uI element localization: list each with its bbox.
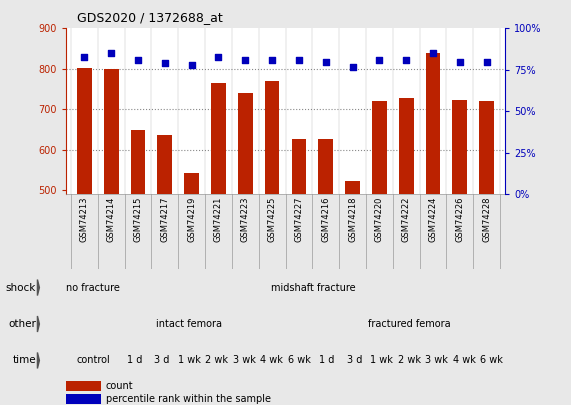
- Text: 3 wk: 3 wk: [233, 356, 256, 365]
- Point: [294, 57, 303, 63]
- Text: 2 wk: 2 wk: [397, 356, 421, 365]
- Text: 3 wk: 3 wk: [425, 356, 448, 365]
- Text: GSM74227: GSM74227: [295, 197, 303, 242]
- Bar: [452, 100, 467, 194]
- Text: 6 wk: 6 wk: [480, 356, 503, 365]
- Text: other: other: [8, 319, 36, 329]
- Polygon shape: [38, 352, 39, 369]
- Text: 1 wk: 1 wk: [370, 356, 393, 365]
- Point: [348, 63, 357, 70]
- Text: time: time: [13, 356, 36, 365]
- Bar: [66, 394, 101, 404]
- Text: GSM74215: GSM74215: [134, 197, 143, 242]
- Bar: [292, 139, 306, 194]
- Point: [160, 60, 170, 66]
- Bar: [479, 101, 494, 194]
- Text: GSM74218: GSM74218: [348, 197, 357, 242]
- Text: no fracture: no fracture: [66, 283, 120, 292]
- Text: GSM74226: GSM74226: [455, 197, 464, 242]
- Text: 4 wk: 4 wk: [260, 356, 283, 365]
- Point: [375, 57, 384, 63]
- Bar: [66, 381, 101, 390]
- Bar: [425, 53, 440, 194]
- Text: 1 d: 1 d: [127, 356, 142, 365]
- Text: intact femora: intact femora: [156, 319, 222, 329]
- Point: [268, 57, 277, 63]
- Text: GSM74216: GSM74216: [321, 197, 330, 242]
- Text: fractured femora: fractured femora: [368, 319, 451, 329]
- Point: [107, 50, 116, 56]
- Text: GSM74219: GSM74219: [187, 197, 196, 242]
- Bar: [265, 81, 279, 194]
- Bar: [345, 181, 360, 194]
- Bar: [131, 130, 146, 194]
- Text: 4 wk: 4 wk: [453, 356, 476, 365]
- Polygon shape: [38, 316, 39, 332]
- Text: midshaft fracture: midshaft fracture: [271, 283, 355, 292]
- Text: GSM74213: GSM74213: [80, 197, 89, 242]
- Point: [455, 58, 464, 65]
- Bar: [158, 135, 172, 194]
- Text: GSM74217: GSM74217: [160, 197, 170, 242]
- Point: [482, 58, 491, 65]
- Point: [80, 53, 89, 60]
- Bar: [399, 98, 413, 194]
- Text: GSM74214: GSM74214: [107, 197, 116, 242]
- Text: 2 wk: 2 wk: [206, 356, 228, 365]
- Polygon shape: [38, 279, 39, 296]
- Text: GSM74223: GSM74223: [241, 197, 250, 242]
- Text: percentile rank within the sample: percentile rank within the sample: [106, 394, 271, 404]
- Point: [134, 57, 143, 63]
- Bar: [211, 83, 226, 194]
- Bar: [319, 139, 333, 194]
- Text: GSM74221: GSM74221: [214, 197, 223, 242]
- Text: GDS2020 / 1372688_at: GDS2020 / 1372688_at: [77, 11, 223, 24]
- Text: count: count: [106, 381, 133, 390]
- Point: [321, 58, 330, 65]
- Text: GSM74224: GSM74224: [428, 197, 437, 242]
- Text: 3 d: 3 d: [154, 356, 170, 365]
- Bar: [184, 173, 199, 194]
- Text: control: control: [77, 356, 110, 365]
- Text: shock: shock: [6, 283, 36, 292]
- Point: [401, 57, 411, 63]
- Text: 3 d: 3 d: [347, 356, 362, 365]
- Bar: [238, 93, 252, 194]
- Bar: [77, 68, 92, 194]
- Text: GSM74220: GSM74220: [375, 197, 384, 242]
- Text: 1 d: 1 d: [319, 356, 335, 365]
- Point: [241, 57, 250, 63]
- Text: GSM74225: GSM74225: [268, 197, 276, 242]
- Text: GSM74228: GSM74228: [482, 197, 491, 242]
- Point: [214, 53, 223, 60]
- Bar: [372, 101, 387, 194]
- Bar: [104, 69, 119, 194]
- Text: GSM74222: GSM74222: [401, 197, 411, 242]
- Point: [428, 50, 437, 56]
- Text: 1 wk: 1 wk: [178, 356, 201, 365]
- Point: [187, 62, 196, 68]
- Text: 6 wk: 6 wk: [288, 356, 311, 365]
